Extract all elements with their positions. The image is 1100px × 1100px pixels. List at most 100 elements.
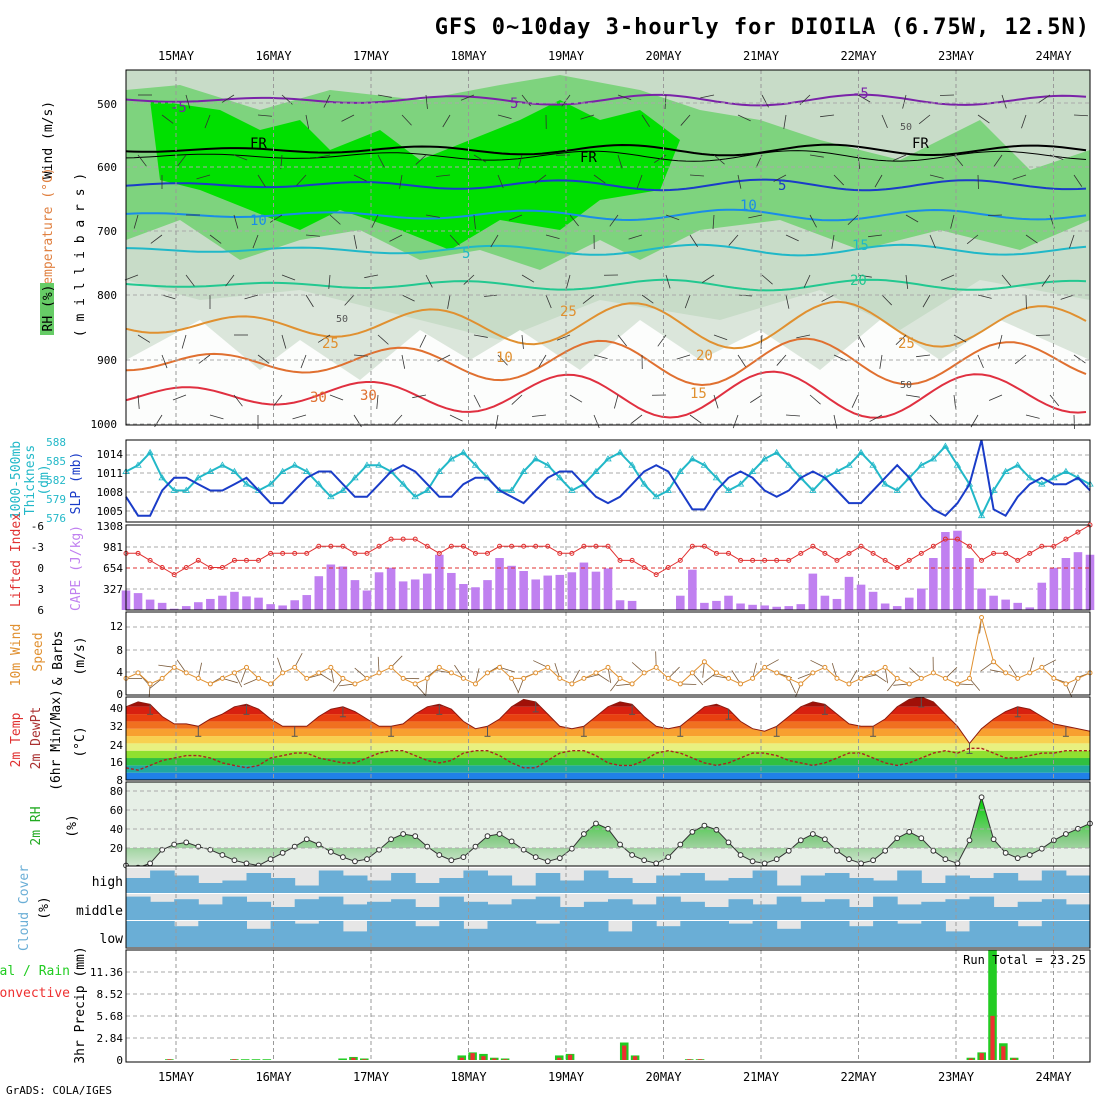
date-label-top: 21MAY [743, 49, 780, 63]
cape-tick-981: 981 [103, 541, 123, 554]
contour-label: 50 [900, 122, 912, 133]
isotherm [125, 300, 1087, 350]
wind-barb [857, 334, 865, 348]
wind-speed-marker [1051, 675, 1057, 681]
wind-barb [654, 154, 667, 163]
rh-marker [484, 833, 491, 839]
cloud-cell [849, 926, 874, 947]
thickness-marker [435, 467, 444, 474]
cloud-cell [897, 904, 922, 920]
wind-barb [532, 414, 547, 417]
temp-label-d: (°C) [73, 726, 88, 757]
wind-barb [436, 174, 451, 177]
wind-barb [161, 354, 168, 369]
cloud-cell [728, 923, 754, 947]
wind-barb [788, 678, 796, 694]
wind-barb [473, 154, 487, 163]
wind-barb [803, 274, 811, 288]
cape-bar [844, 576, 854, 610]
date-label-bottom: 21MAY [743, 1070, 780, 1084]
lifted-index-marker [244, 557, 249, 563]
wind-barb [833, 174, 845, 186]
lifted-index-marker [786, 557, 792, 563]
wind-barb [1029, 657, 1035, 673]
thickness-marker [194, 474, 203, 481]
rh-panel [123, 781, 1093, 871]
cloud-cell [1065, 875, 1091, 893]
cape-bar [194, 602, 203, 610]
cloud-cell [993, 907, 1019, 920]
wind-barb [684, 294, 691, 309]
cloud-cell [873, 896, 898, 920]
lifted-index-marker [280, 550, 286, 556]
wind-barb [554, 663, 561, 679]
rh-marker [617, 841, 623, 848]
wind-barb [323, 94, 331, 108]
cloud-cell [174, 875, 199, 893]
wind-barb [305, 114, 310, 129]
rh-tick-80: 80 [110, 785, 123, 798]
cape-bar [603, 568, 613, 610]
wind-barb [137, 154, 147, 167]
precip-convective-bar [232, 1059, 237, 1060]
wind-panel [123, 611, 1093, 700]
cloud-frame [125, 865, 1091, 949]
wind-speed-marker [726, 675, 731, 681]
cape-bar [1049, 567, 1059, 610]
wind-speed-marker [629, 681, 635, 687]
thickness-marker [315, 480, 323, 487]
lifted-index-marker [641, 565, 647, 570]
wind-speed-marker [485, 670, 490, 676]
wind-speed-marker [738, 681, 744, 687]
wind-speed-marker [991, 659, 997, 665]
wind-barb [857, 274, 872, 278]
wind-barb [353, 234, 358, 249]
wind-speed-marker [581, 675, 587, 681]
cloud-cell [993, 873, 1019, 893]
cloud-cell [150, 870, 175, 893]
wind-barb [692, 672, 704, 686]
contour-label: 50 [900, 380, 912, 391]
wind-barb [497, 354, 508, 366]
cloud-cell [728, 899, 754, 920]
cloud-cell [222, 921, 247, 947]
precip-convective-bar [557, 1057, 562, 1060]
wind-labels: 12 8 4 0 10m Wind Speed & Barbs (m/s) [9, 620, 123, 701]
precip-tick-5-68: 5.68 [97, 1010, 124, 1023]
cape-bar [1025, 607, 1035, 610]
rh-marker [593, 820, 599, 827]
pressure-tick-1000: 1000 [91, 418, 118, 431]
lifted-index-marker [1063, 536, 1069, 542]
temp-band [126, 772, 1090, 780]
wind-speed-marker [497, 664, 503, 670]
wind-speed-marker [822, 664, 828, 670]
wind-barb [809, 214, 817, 228]
cape-bar [868, 591, 878, 610]
wind-barb [895, 334, 907, 346]
pressure-tick-600: 600 [97, 161, 117, 174]
rh-marker [544, 858, 551, 865]
rh-marker [737, 852, 744, 858]
lifted-index-marker [930, 543, 936, 549]
contour-label: 5 [510, 96, 518, 112]
thickness-marker [760, 455, 769, 462]
thickness-marker [266, 480, 275, 487]
cape-bar [808, 573, 818, 610]
wind-barb [773, 174, 787, 182]
wind-barb [497, 174, 504, 189]
rh-marker [183, 839, 190, 846]
isotherm [125, 243, 1087, 257]
cloud-cell [656, 896, 681, 920]
wind-barb [737, 114, 751, 122]
cloud-cell [969, 896, 995, 920]
wind-barb [993, 154, 1003, 167]
wind-barb [905, 274, 909, 289]
lifted-index-marker [1003, 550, 1009, 556]
temperature-label: Temperature (°C) [41, 167, 56, 292]
lifted-index-marker [436, 550, 442, 556]
rh-marker [1038, 845, 1045, 852]
thickness-marker [664, 486, 672, 493]
wind-barb [860, 674, 877, 679]
upper-air-panel [124, 69, 1091, 430]
wind-barb [294, 653, 303, 668]
